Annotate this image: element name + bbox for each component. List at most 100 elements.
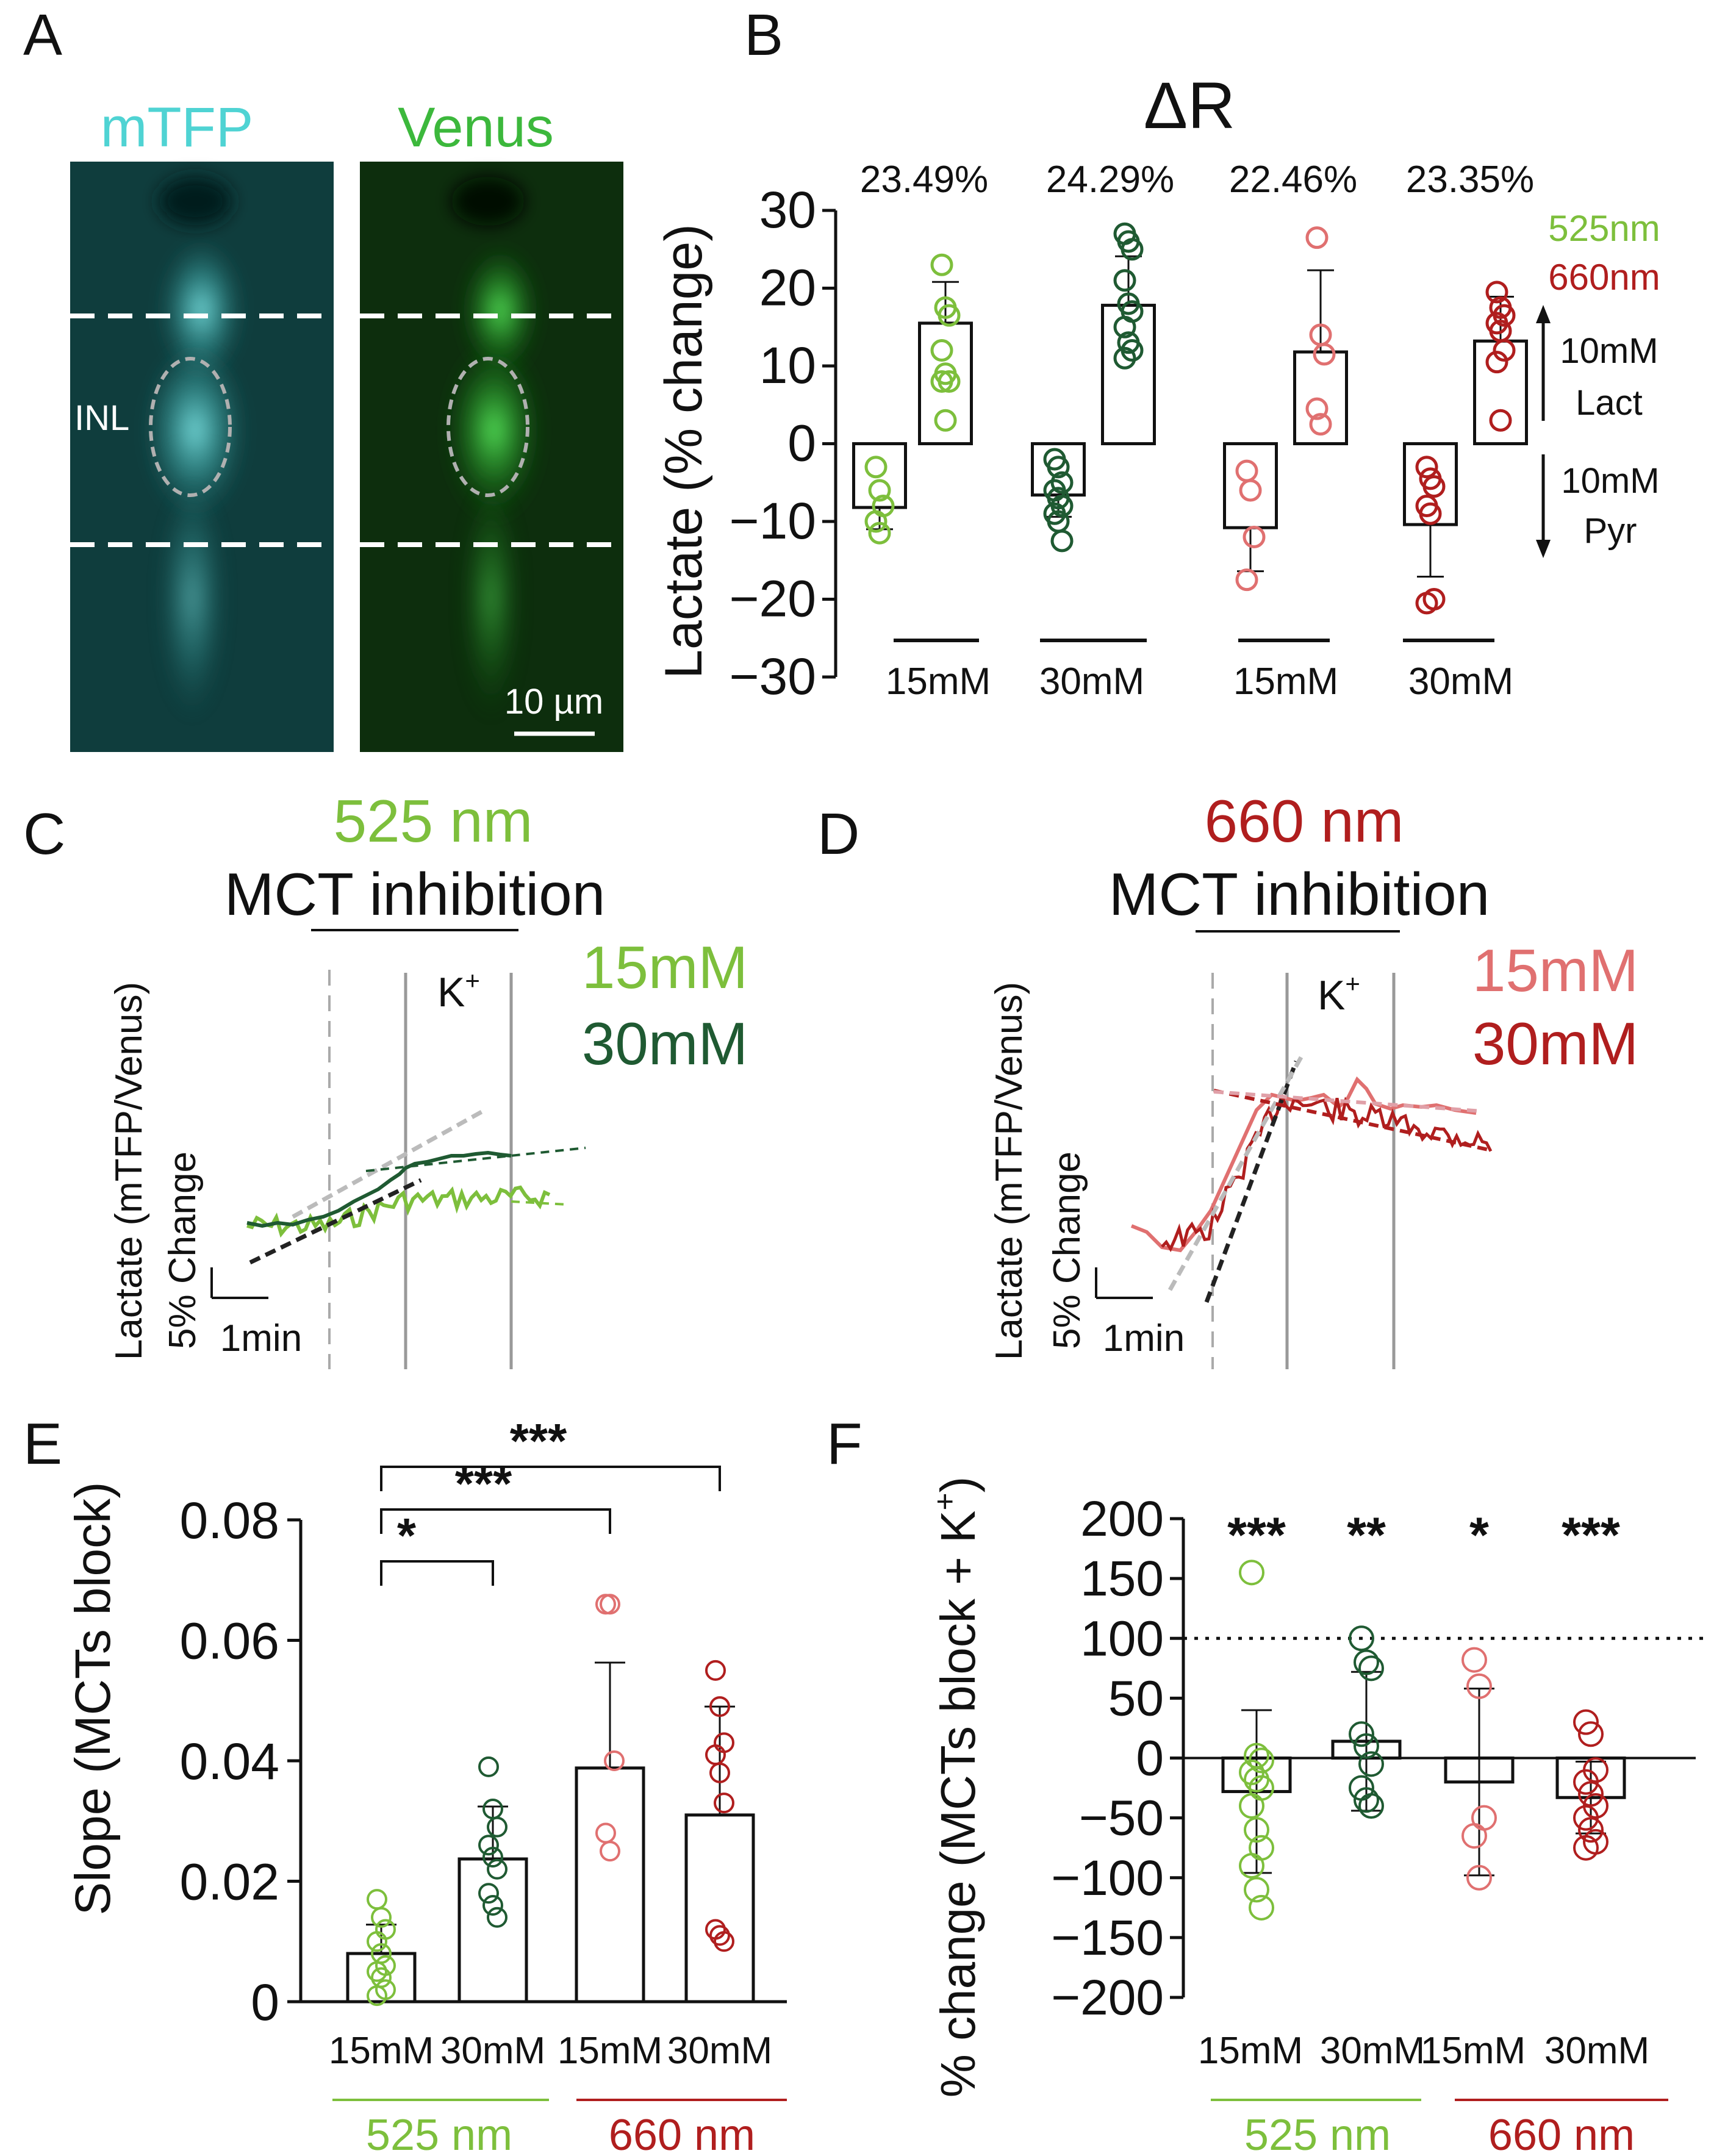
panel-f-data-point bbox=[1358, 1751, 1384, 1777]
panel-a: A mTFP Venus INL 10 µm bbox=[23, 2, 623, 752]
fit-30mm-c bbox=[249, 1178, 422, 1265]
panel-e-data-point bbox=[371, 1907, 392, 1928]
panel-b-y-axis: 30 20 10 0 −10 −20 −30 bbox=[730, 181, 837, 705]
panel-f-sig-label: * bbox=[1469, 1508, 1489, 1563]
panel-e-data-point bbox=[709, 1762, 730, 1783]
panel-e-data-point bbox=[482, 1895, 503, 1916]
panel-f-data-point bbox=[1573, 1835, 1599, 1861]
panel-f-tick-label: 50 bbox=[1108, 1671, 1164, 1726]
panel-e-sig-bracket bbox=[380, 1508, 611, 1534]
panel-e-bar bbox=[575, 1766, 645, 2004]
panel-b-percent-labels: 23.49% 24.29% 22.46% 23.35% bbox=[860, 159, 1534, 201]
inl-outline-mtfp bbox=[149, 357, 232, 497]
panel-d: D 660 nm MCT inhibition Lactate (mTFP/Ve… bbox=[817, 787, 1638, 1369]
panel-b-tick-label: −20 bbox=[730, 570, 817, 628]
plateau-fit-15mm-c bbox=[511, 1200, 568, 1206]
panel-e-data-point bbox=[487, 1816, 507, 1838]
panel-b-group-label: 15mM bbox=[886, 661, 991, 703]
panel-e-data-point bbox=[705, 1660, 726, 1681]
panel-b-data-point bbox=[1415, 456, 1438, 479]
panel-e-data-point bbox=[478, 1756, 499, 1777]
panel-f-data-point bbox=[1573, 1805, 1599, 1831]
panel-f-ylabel-sup: + bbox=[928, 1492, 962, 1510]
panel-letter-a: A bbox=[23, 2, 62, 68]
scale-y-label-c: 5% Change bbox=[162, 1151, 204, 1349]
panel-b-data-point bbox=[930, 370, 953, 393]
panel-c-title: MCT inhibition bbox=[224, 861, 606, 928]
panel-f-sig-label: *** bbox=[1562, 1508, 1620, 1563]
panel-f-data-point bbox=[1578, 1721, 1604, 1747]
panel-b-data-point bbox=[1493, 339, 1516, 362]
panel-b-data-point bbox=[1121, 238, 1144, 261]
panel-b-data-point bbox=[1419, 502, 1442, 525]
trace-15mm-c bbox=[246, 1185, 551, 1238]
panel-f-data-point bbox=[1239, 1793, 1264, 1819]
scale-bar-label: 10 µm bbox=[504, 682, 603, 722]
panel-f-data-point bbox=[1578, 1781, 1604, 1807]
panel-e-data-point bbox=[367, 1961, 387, 1982]
panel-f-data-point bbox=[1354, 1733, 1379, 1759]
panel-c-wavelength: 525 nm bbox=[334, 787, 533, 854]
pyr-arrow-label-1: 10mM bbox=[1561, 461, 1659, 501]
panel-f-plot: 200150100500−50−100−150−20015mM***30mM**… bbox=[1051, 1491, 1708, 2072]
panel-b-data-point bbox=[1305, 397, 1329, 420]
panel-e-data-point bbox=[367, 1889, 387, 1910]
panel-e-data-point bbox=[478, 1883, 499, 1904]
panel-b-title: ΔR bbox=[1144, 68, 1235, 142]
panel-b-group-label: 30mM bbox=[1039, 661, 1144, 703]
panel-e-data-point bbox=[595, 1594, 616, 1615]
panel-f: F % change (MCTs block + K+) 20015010050… bbox=[827, 1411, 1708, 2156]
panel-f-data-point bbox=[1578, 1817, 1604, 1843]
panel-b-percent-label: 23.49% bbox=[860, 159, 988, 201]
panel-f-data-point bbox=[1349, 1721, 1374, 1747]
panel-d-wavelength: 660 nm bbox=[1205, 787, 1404, 854]
panel-e-data-point bbox=[714, 1931, 734, 1952]
panel-b-data-point bbox=[930, 339, 953, 362]
panel-b-tick-label: 10 bbox=[759, 337, 816, 394]
inl-label: INL bbox=[74, 398, 129, 438]
panel-b-data-point bbox=[1309, 413, 1332, 436]
panel-f-data-point bbox=[1244, 1817, 1269, 1843]
panel-f-tick-label: −50 bbox=[1079, 1791, 1164, 1846]
panel-b-tick-label: 30 bbox=[759, 181, 816, 238]
panel-e-sig-label: *** bbox=[510, 1414, 567, 1468]
panel-e-sig-bracket bbox=[380, 1560, 494, 1586]
panel-e-data-point bbox=[482, 1847, 503, 1868]
fit-15mm-d bbox=[1167, 1054, 1305, 1291]
panel-e-tick-label: 0.06 bbox=[180, 1613, 280, 1670]
panel-b-data-point bbox=[1305, 226, 1329, 249]
panel-f-data-point bbox=[1573, 1769, 1599, 1795]
panel-f-group-label: 30mM bbox=[1544, 2030, 1649, 2072]
panel-e-data-point bbox=[709, 1925, 730, 1946]
mtfp-image: INL bbox=[70, 162, 334, 752]
panel-b-data-point bbox=[864, 456, 888, 479]
panel-d-title: MCT inhibition bbox=[1109, 861, 1490, 928]
panel-e-data-point bbox=[367, 1985, 387, 2007]
panel-f-tick-label: 0 bbox=[1136, 1731, 1164, 1786]
panel-f-data-point bbox=[1239, 1853, 1264, 1879]
k-label-c: K bbox=[437, 969, 465, 1015]
panel-e-data-point bbox=[478, 1835, 499, 1856]
panel-e: E Slope (MCTs block) 0.08 0.06 0.04 0.02 0 15… bbox=[23, 1411, 787, 2156]
panel-b-tick-label: −30 bbox=[730, 648, 817, 705]
panel-e-group-label: 15mM bbox=[558, 2030, 662, 2072]
k-label-d: K bbox=[1318, 972, 1345, 1019]
panel-b-data-point bbox=[930, 253, 953, 276]
panel-f-sig-label: *** bbox=[1227, 1508, 1286, 1563]
fit-30mm-d bbox=[1204, 1060, 1299, 1303]
panel-b-percent-label: 24.29% bbox=[1046, 159, 1174, 201]
panel-b-bar bbox=[1473, 339, 1528, 446]
k-sup-c: + bbox=[465, 966, 480, 995]
lact-arrow-label-2: Lact bbox=[1576, 383, 1643, 423]
panel-f-wavelength-525: 525 nm bbox=[1244, 2111, 1391, 2156]
panel-e-data-point bbox=[487, 1907, 507, 1928]
panel-b-percent-label: 22.46% bbox=[1229, 159, 1357, 201]
panel-e-bar bbox=[684, 1813, 755, 2004]
panel-f-tick-label: −200 bbox=[1051, 1970, 1164, 2025]
panel-e-group-label: 30mM bbox=[667, 2030, 772, 2072]
panel-b-data-point bbox=[864, 510, 888, 533]
panel-b-data-point bbox=[1113, 315, 1136, 338]
panel-e-tick-label: 0 bbox=[251, 1974, 279, 2031]
plateau-fit-30mm-c bbox=[365, 1147, 586, 1172]
panel-f-data-point bbox=[1354, 1787, 1379, 1813]
